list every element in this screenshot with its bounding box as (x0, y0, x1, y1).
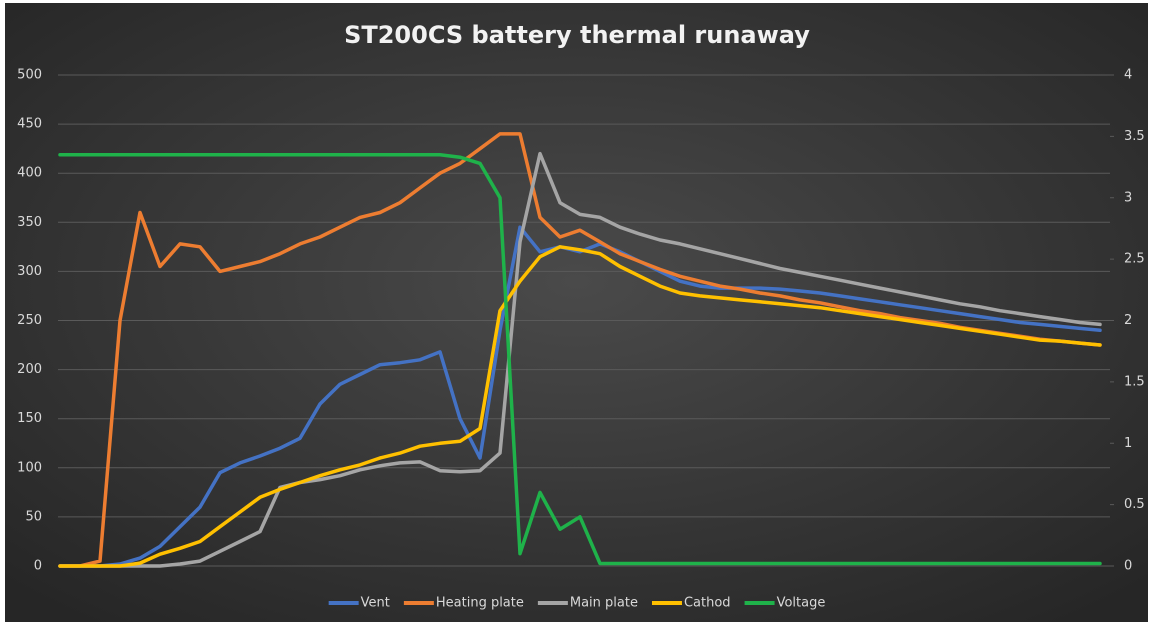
legend-label: Vent (361, 596, 390, 611)
y2-tick-label: 2.5 (1124, 252, 1145, 267)
legend-label: Main plate (570, 596, 638, 611)
series-line (58, 225, 1102, 568)
y2-tick-label: 1.5 (1124, 374, 1145, 389)
legend-label: Voltage (777, 596, 826, 611)
chart-title: ST200CS battery thermal runaway (344, 21, 810, 49)
y-tick-label: 0 (34, 559, 42, 574)
series-line (58, 153, 1102, 566)
y2-tick-label: 3 (1124, 190, 1132, 205)
legend-label: Cathod (684, 596, 731, 611)
series-line (58, 132, 1102, 568)
series-line (58, 151, 1102, 568)
y-tick-label: 200 (17, 362, 42, 377)
y-tick-label: 50 (25, 509, 42, 524)
y2-tick-label: 2 (1124, 313, 1132, 328)
legend-label: Heating plate (436, 596, 524, 611)
y-tick-label: 300 (17, 264, 42, 279)
y2-tick-label: 0 (1124, 559, 1132, 574)
y-tick-label: 100 (17, 460, 42, 475)
y-tick-label: 250 (17, 313, 42, 328)
y-tick-label: 150 (17, 411, 42, 426)
series-line (58, 245, 1102, 568)
y2-tick-label: 3.5 (1124, 129, 1145, 144)
y-tick-label: 350 (17, 215, 42, 230)
y2-tick-label: 0.5 (1124, 497, 1145, 512)
y-tick-label: 400 (17, 166, 42, 181)
y-tick-label: 500 (17, 68, 42, 83)
y2-tick-label: 4 (1124, 68, 1132, 83)
y-tick-label: 450 (17, 117, 42, 132)
y2-tick-label: 1 (1124, 436, 1132, 451)
